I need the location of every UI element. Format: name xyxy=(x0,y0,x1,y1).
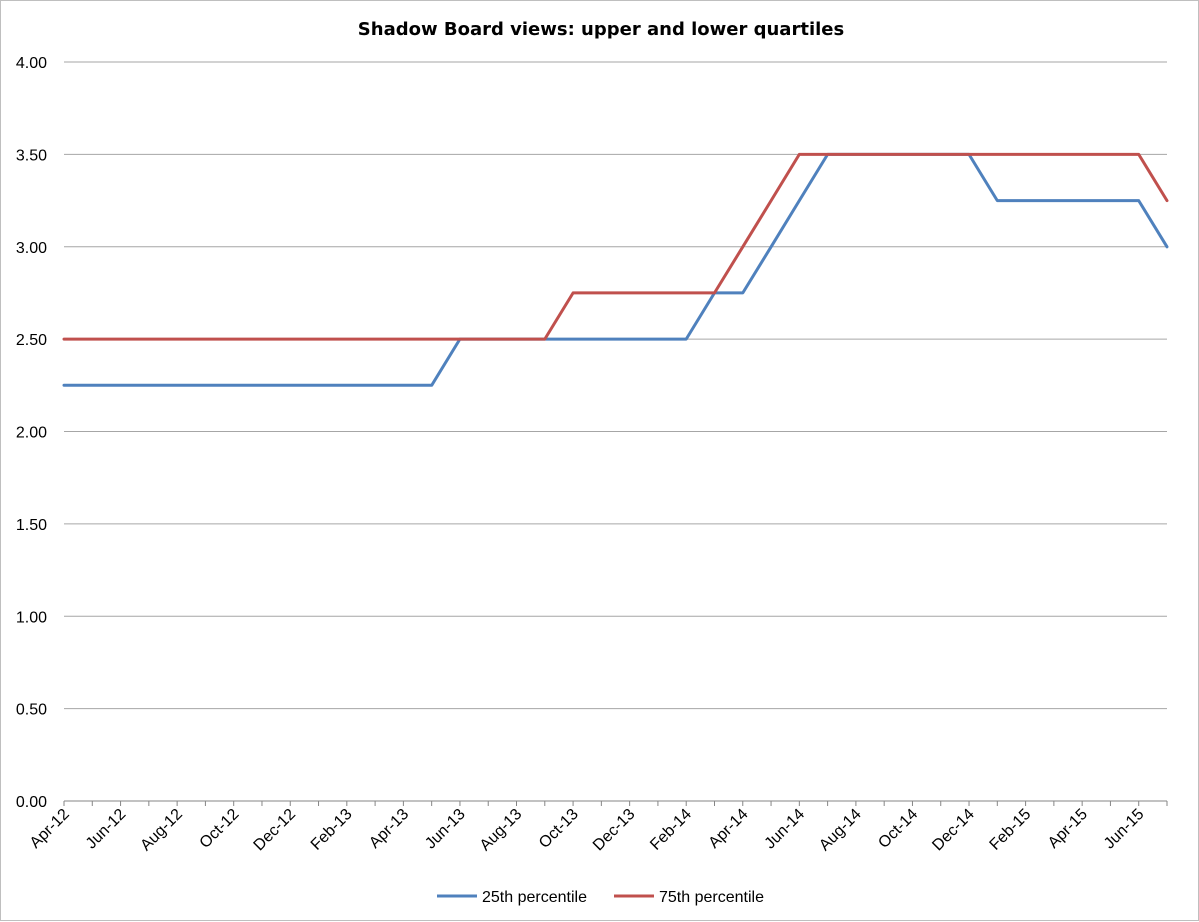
x-tick-label: Dec-12 xyxy=(251,806,300,855)
x-tick-label: Feb-14 xyxy=(647,806,695,854)
y-tick-label: 0.50 xyxy=(16,702,47,719)
chart-title: Shadow Board views: upper and lower quar… xyxy=(358,19,844,40)
legend-label: 25th percentile xyxy=(482,889,587,906)
series-lines xyxy=(62,152,1169,387)
x-tick-label: Jun-15 xyxy=(1101,806,1148,853)
x-tick-label: Dec-13 xyxy=(590,806,639,855)
x-tick-label: Aug-12 xyxy=(137,806,186,855)
x-axis-tick-labels: Apr-12 Jun-12 Aug-12 Oct-12 Dec-12 Feb-13 Apr-… xyxy=(27,806,1148,855)
x-tick-label: Oct-13 xyxy=(536,806,582,852)
x-tick-label: Apr-14 xyxy=(706,806,752,852)
x-tick-label: Feb-13 xyxy=(308,806,356,854)
y-tick-label: 3.50 xyxy=(16,147,47,164)
y-tick-label: 1.50 xyxy=(16,517,47,534)
legend-label: 75th percentile xyxy=(659,889,764,906)
x-tick-label: Apr-15 xyxy=(1045,806,1091,852)
x-tick-label: Aug-13 xyxy=(477,806,526,855)
y-tick-label: 2.00 xyxy=(16,425,47,442)
x-tick-label: Feb-15 xyxy=(987,806,1035,854)
series-line-75th-percentile xyxy=(62,152,1169,341)
y-tick-label: 4.00 xyxy=(16,55,47,72)
legend: 25th percentile 75th percentile xyxy=(437,889,764,906)
x-tick-label: Jun-12 xyxy=(83,806,130,853)
y-tick-label: 3.00 xyxy=(16,240,47,257)
y-tick-label: 0.00 xyxy=(16,794,47,811)
x-tick-label: Oct-14 xyxy=(875,806,921,852)
x-tick-label: Aug-14 xyxy=(816,806,865,855)
x-tick-label: Jun-14 xyxy=(762,806,809,853)
y-axis-tick-labels: 0.00 0.50 1.00 1.50 2.00 2.50 3.00 3.50 4.00 xyxy=(16,55,47,811)
x-tick-label: Dec-14 xyxy=(929,806,978,855)
x-tick-label: Oct-12 xyxy=(197,806,243,852)
gridlines xyxy=(63,61,1168,806)
y-tick-label: 1.00 xyxy=(16,609,47,626)
series-line-25th-percentile xyxy=(62,152,1169,387)
x-tick-label: Apr-13 xyxy=(366,806,412,852)
x-tick-label: Apr-12 xyxy=(27,806,73,852)
y-tick-label: 2.50 xyxy=(16,332,47,349)
x-tick-label: Jun-13 xyxy=(422,806,469,853)
